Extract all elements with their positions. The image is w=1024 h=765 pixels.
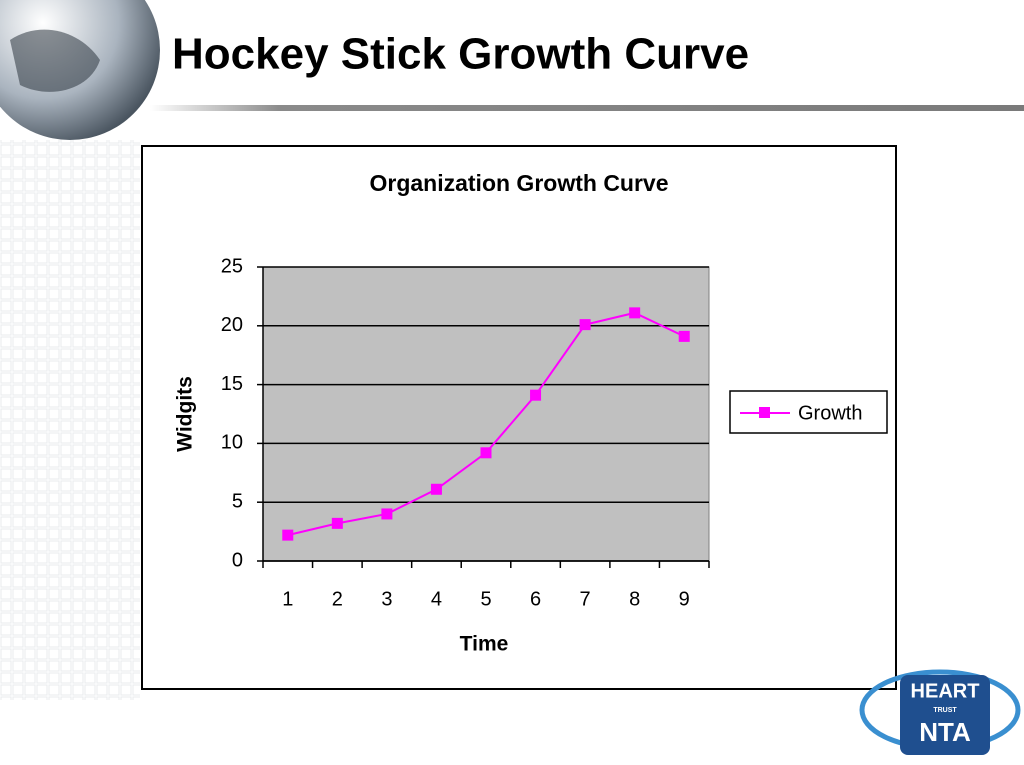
x-tick-label: 7 [580,588,591,610]
point [678,330,690,342]
y-tick-label: 15 [221,373,243,395]
globe-land [10,29,100,92]
y-tick-label: 0 [232,549,243,571]
point [579,319,591,331]
x-tick-label: 8 [629,588,640,610]
logo-mark: NTA [919,717,971,747]
x-tick-label: 3 [381,588,392,610]
point [530,389,542,401]
point [331,517,343,529]
logo-sub: TRUST [933,707,957,714]
x-tick-label: 1 [282,588,293,610]
logo-name: HEART [911,680,980,702]
logo: HEART TRUST NTA [859,669,1021,755]
y-tick-label: 25 [221,255,243,277]
legend-marker [759,407,770,418]
slide-title: Hockey Stick Growth Curve [172,30,749,79]
point [430,483,442,495]
legend-label: Growth [798,402,862,424]
y-axis-label: Widgits [174,376,197,452]
background-pattern [0,140,140,700]
x-tick-label: 4 [431,588,442,610]
y-tick-label: 5 [232,490,243,512]
plot: 0 5 10 15 20 25 1 2 3 4 5 6 7 8 9 [221,255,710,610]
point [480,447,492,459]
x-tick-label: 2 [332,588,343,610]
x-tick-label: 5 [480,588,491,610]
plot-area [262,266,710,562]
point [381,508,393,520]
y-tick-label: 20 [221,314,243,336]
legend: Growth [729,390,888,434]
x-tick-label: 9 [679,588,690,610]
point [629,307,641,319]
y-tick-label: 10 [221,432,243,454]
title-rule [150,105,1024,111]
logo-badge [900,675,990,755]
x-axis-label: Time [460,633,509,656]
x-tick-label: 6 [530,588,541,610]
point [282,529,294,541]
chart-title: Organization Growth Curve [369,170,668,196]
